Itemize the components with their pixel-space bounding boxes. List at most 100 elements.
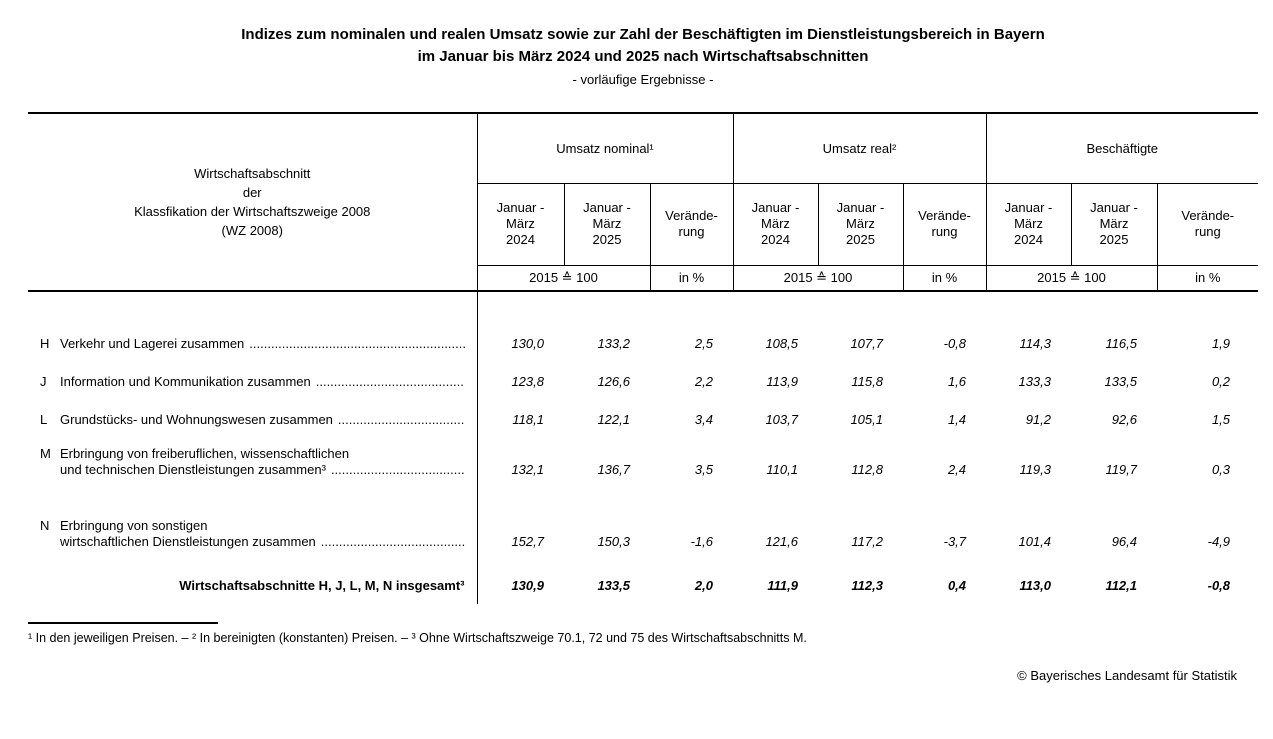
value-cell: 130,9 bbox=[511, 578, 544, 593]
col-header-besch-2025: Januar - März 2025 bbox=[1071, 183, 1158, 266]
table-header: Wirtschaftsabschnitt der Klassfikation d… bbox=[28, 112, 1259, 292]
col-header-line: 2024 bbox=[506, 232, 535, 247]
col-header-real-2025: Januar - März 2025 bbox=[818, 183, 904, 266]
dot-leader bbox=[249, 336, 464, 352]
value-cell: 123,8 bbox=[511, 374, 544, 389]
footnote-block: ¹ In den jeweiligen Preisen. – ² In bere… bbox=[28, 622, 1258, 646]
row-label-cell: H Verkehr und Lagerei zusammen bbox=[28, 291, 478, 352]
value-cell: -3,7 bbox=[943, 534, 967, 549]
value-cell: 118,1 bbox=[512, 412, 544, 427]
table-row-N: N Erbringung von sonstigen wirtschaftlic… bbox=[28, 478, 1258, 550]
table-row-J: J Information und Kommunikation zusammen… bbox=[28, 352, 1258, 390]
title-block: Indizes zum nominalen und realen Umsatz … bbox=[28, 0, 1258, 90]
value-cell: 121,6 bbox=[765, 534, 798, 549]
value-cell: 0,4 bbox=[947, 578, 967, 593]
col-header-besch-change: Verände- rung bbox=[1157, 183, 1259, 266]
unit-header-besch-percent: in % bbox=[1157, 265, 1259, 292]
row-label-cell: J Information und Kommunikation zusammen bbox=[28, 352, 478, 390]
col-header-line: rung bbox=[1194, 224, 1221, 239]
page-title-line1: Indizes zum nominalen und realen Umsatz … bbox=[241, 26, 1045, 43]
value-cell: 152,7 bbox=[511, 534, 544, 549]
stub-header-line: (WZ 2008) bbox=[221, 223, 283, 238]
col-header-line: rung bbox=[931, 224, 958, 239]
value-cell: 107,7 bbox=[850, 336, 883, 351]
col-header-line: Januar - bbox=[496, 200, 545, 215]
col-header-real-change: Verände- rung bbox=[903, 183, 987, 266]
value-cell: 113,0 bbox=[1019, 578, 1052, 593]
col-header-line: Verände- bbox=[918, 208, 971, 223]
row-code: N bbox=[40, 518, 50, 533]
value-cell: 116,5 bbox=[1105, 336, 1138, 351]
col-header-line: 2025 bbox=[1099, 232, 1129, 247]
col-header-nominal-2025: Januar - März 2025 bbox=[564, 183, 651, 266]
row-label: Verkehr und Lagerei zusammen bbox=[60, 336, 245, 351]
footnote-separator bbox=[28, 622, 218, 624]
table-row-H: H Verkehr und Lagerei zusammen 130,0 133… bbox=[28, 291, 1258, 352]
row-code: H bbox=[40, 336, 50, 351]
col-header-line: Verände- bbox=[665, 208, 718, 223]
table-body: H Verkehr und Lagerei zusammen 130,0 133… bbox=[28, 291, 1258, 604]
value-cell: 132,1 bbox=[511, 462, 544, 477]
value-cell: 133,5 bbox=[1104, 374, 1138, 389]
row-label: wirtschaftlichen Dienstleistungen zusamm… bbox=[60, 534, 316, 549]
value-cell: 1,9 bbox=[1211, 336, 1231, 351]
col-header-nominal-2024: Januar - März 2024 bbox=[477, 183, 565, 266]
dot-leader bbox=[321, 534, 465, 550]
col-header-line: 2024 bbox=[761, 232, 790, 247]
col-header-line: Januar - bbox=[1090, 200, 1138, 215]
footnote-text: ¹ In den jeweiligen Preisen. – ² In bere… bbox=[28, 631, 807, 645]
value-cell: 2,4 bbox=[947, 462, 967, 477]
row-code: J bbox=[40, 374, 47, 389]
table-row-total: Wirtschaftsabschnitte H, J, L, M, N insg… bbox=[28, 550, 1258, 604]
group-header-umsatz-nominal: Umsatz nominal¹ bbox=[477, 112, 734, 184]
col-header-line: März bbox=[761, 216, 790, 231]
col-header-line: März bbox=[1014, 216, 1043, 231]
value-cell: 1,6 bbox=[947, 374, 967, 389]
value-cell: -4,9 bbox=[1207, 534, 1231, 549]
col-header-line: März bbox=[846, 216, 875, 231]
col-header-line: 2025 bbox=[592, 232, 622, 247]
value-cell: 0,2 bbox=[1211, 374, 1231, 389]
group-header-umsatz-real: Umsatz real² bbox=[733, 112, 987, 184]
unit-header-nominal-index: 2015 ≙ 100 bbox=[477, 265, 651, 292]
value-cell: 133,2 bbox=[597, 336, 630, 351]
dot-leader bbox=[338, 412, 465, 428]
col-header-line: Januar - bbox=[583, 200, 631, 215]
value-cell: 1,4 bbox=[947, 412, 967, 427]
col-header-line: rung bbox=[678, 224, 705, 239]
table-row-M: M Erbringung von freiberuflichen, wissen… bbox=[28, 428, 1258, 478]
value-cell: 2,0 bbox=[694, 578, 713, 593]
col-header-line: 2024 bbox=[1014, 232, 1043, 247]
row-code: M bbox=[40, 446, 51, 461]
col-header-line: Verände- bbox=[1181, 208, 1235, 223]
value-cell: 119,7 bbox=[1105, 462, 1138, 477]
value-cell: 150,3 bbox=[597, 534, 630, 549]
stub-header-line: Klassfikation der Wirtschaftszweige 2008 bbox=[134, 204, 371, 219]
value-cell: 133,5 bbox=[597, 578, 630, 593]
page-title-line2: im Januar bis März 2024 und 2025 nach Wi… bbox=[417, 48, 869, 65]
value-cell: 3,5 bbox=[694, 462, 713, 477]
col-header-line: März bbox=[592, 216, 622, 231]
value-cell: 111,9 bbox=[767, 578, 798, 593]
value-cell: 115,8 bbox=[851, 374, 883, 389]
col-header-line: März bbox=[1099, 216, 1129, 231]
table-row-L: L Grundstücks- und Wohnungswesen zusamme… bbox=[28, 390, 1258, 428]
col-header-besch-2024: Januar - März 2024 bbox=[986, 183, 1072, 266]
row-label-cell: M Erbringung von freiberuflichen, wissen… bbox=[28, 428, 478, 478]
dot-leader bbox=[316, 374, 465, 390]
value-cell: 119,3 bbox=[1019, 462, 1052, 477]
value-cell: 114,3 bbox=[1019, 336, 1052, 351]
row-code: L bbox=[40, 412, 48, 427]
col-header-line: Januar - bbox=[751, 200, 800, 215]
value-cell: 3,4 bbox=[694, 412, 713, 427]
value-cell: 113,9 bbox=[766, 374, 798, 389]
unit-header-besch-index: 2015 ≙ 100 bbox=[986, 265, 1158, 292]
value-cell: 112,8 bbox=[851, 462, 883, 477]
col-header-real-2024: Januar - März 2024 bbox=[733, 183, 819, 266]
statistics-table: Wirtschaftsabschnitt der Klassfikation d… bbox=[28, 112, 1259, 604]
value-cell: 136,7 bbox=[597, 462, 630, 477]
value-cell: 122,1 bbox=[597, 412, 630, 427]
value-cell: 112,3 bbox=[851, 578, 883, 593]
value-cell: 2,2 bbox=[694, 374, 713, 389]
value-cell: 101,4 bbox=[1018, 534, 1052, 549]
